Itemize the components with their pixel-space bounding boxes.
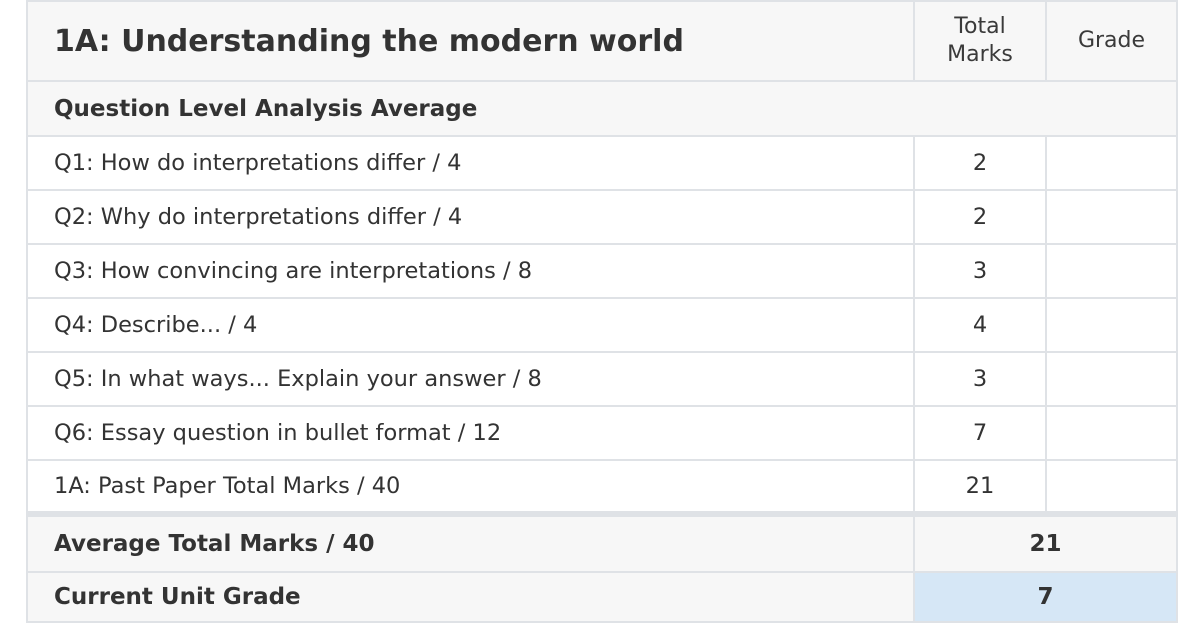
current-grade-label: Current Unit Grade <box>26 571 915 623</box>
question-total: 7 <box>913 405 1047 461</box>
question-total: 2 <box>913 135 1047 191</box>
question-label: 1A: Past Paper Total Marks / 40 <box>26 459 915 517</box>
question-grade <box>1045 351 1178 407</box>
total-marks-header: Total Marks <box>913 0 1047 82</box>
question-label: Q5: In what ways... Explain your answer … <box>26 351 915 407</box>
average-total-value: 21 <box>913 513 1178 573</box>
question-label: Q4: Describe... / 4 <box>26 297 915 353</box>
average-total-row: Average Total Marks / 40 21 <box>26 513 1178 573</box>
table-row: 1A: Past Paper Total Marks / 40 21 <box>26 459 1178 517</box>
table-row: Q4: Describe... / 4 4 <box>26 297 1178 353</box>
results-table-container: 1A: Understanding the modern world Total… <box>26 0 1178 627</box>
question-grade <box>1045 459 1178 517</box>
results-table: 1A: Understanding the modern world Total… <box>26 0 1178 623</box>
question-grade <box>1045 243 1178 299</box>
table-header-row: 1A: Understanding the modern world Total… <box>26 0 1178 82</box>
question-grade <box>1045 297 1178 353</box>
unit-title: 1A: Understanding the modern world <box>26 0 915 82</box>
average-total-label: Average Total Marks / 40 <box>26 513 915 573</box>
table-row: Q1: How do interpretations differ / 4 2 <box>26 135 1178 191</box>
question-grade <box>1045 135 1178 191</box>
question-grade <box>1045 189 1178 245</box>
question-total: 21 <box>913 459 1047 517</box>
table-row: Q3: How convincing are interpretations /… <box>26 243 1178 299</box>
question-label: Q3: How convincing are interpretations /… <box>26 243 915 299</box>
section-row: Question Level Analysis Average <box>26 80 1178 137</box>
question-total: 4 <box>913 297 1047 353</box>
question-grade <box>1045 405 1178 461</box>
question-label: Q2: Why do interpretations differ / 4 <box>26 189 915 245</box>
current-grade-value: 7 <box>913 571 1178 623</box>
table-row: Q2: Why do interpretations differ / 4 2 <box>26 189 1178 245</box>
question-label: Q1: How do interpretations differ / 4 <box>26 135 915 191</box>
question-total: 3 <box>913 243 1047 299</box>
table-row: Q6: Essay question in bullet format / 12… <box>26 405 1178 461</box>
total-marks-header-text: Total Marks <box>947 14 1013 67</box>
question-total: 3 <box>913 351 1047 407</box>
question-total: 2 <box>913 189 1047 245</box>
current-grade-row: Current Unit Grade 7 <box>26 571 1178 623</box>
question-label: Q6: Essay question in bullet format / 12 <box>26 405 915 461</box>
table-row: Q5: In what ways... Explain your answer … <box>26 351 1178 407</box>
grade-header: Grade <box>1045 0 1178 82</box>
section-label: Question Level Analysis Average <box>26 80 1178 137</box>
